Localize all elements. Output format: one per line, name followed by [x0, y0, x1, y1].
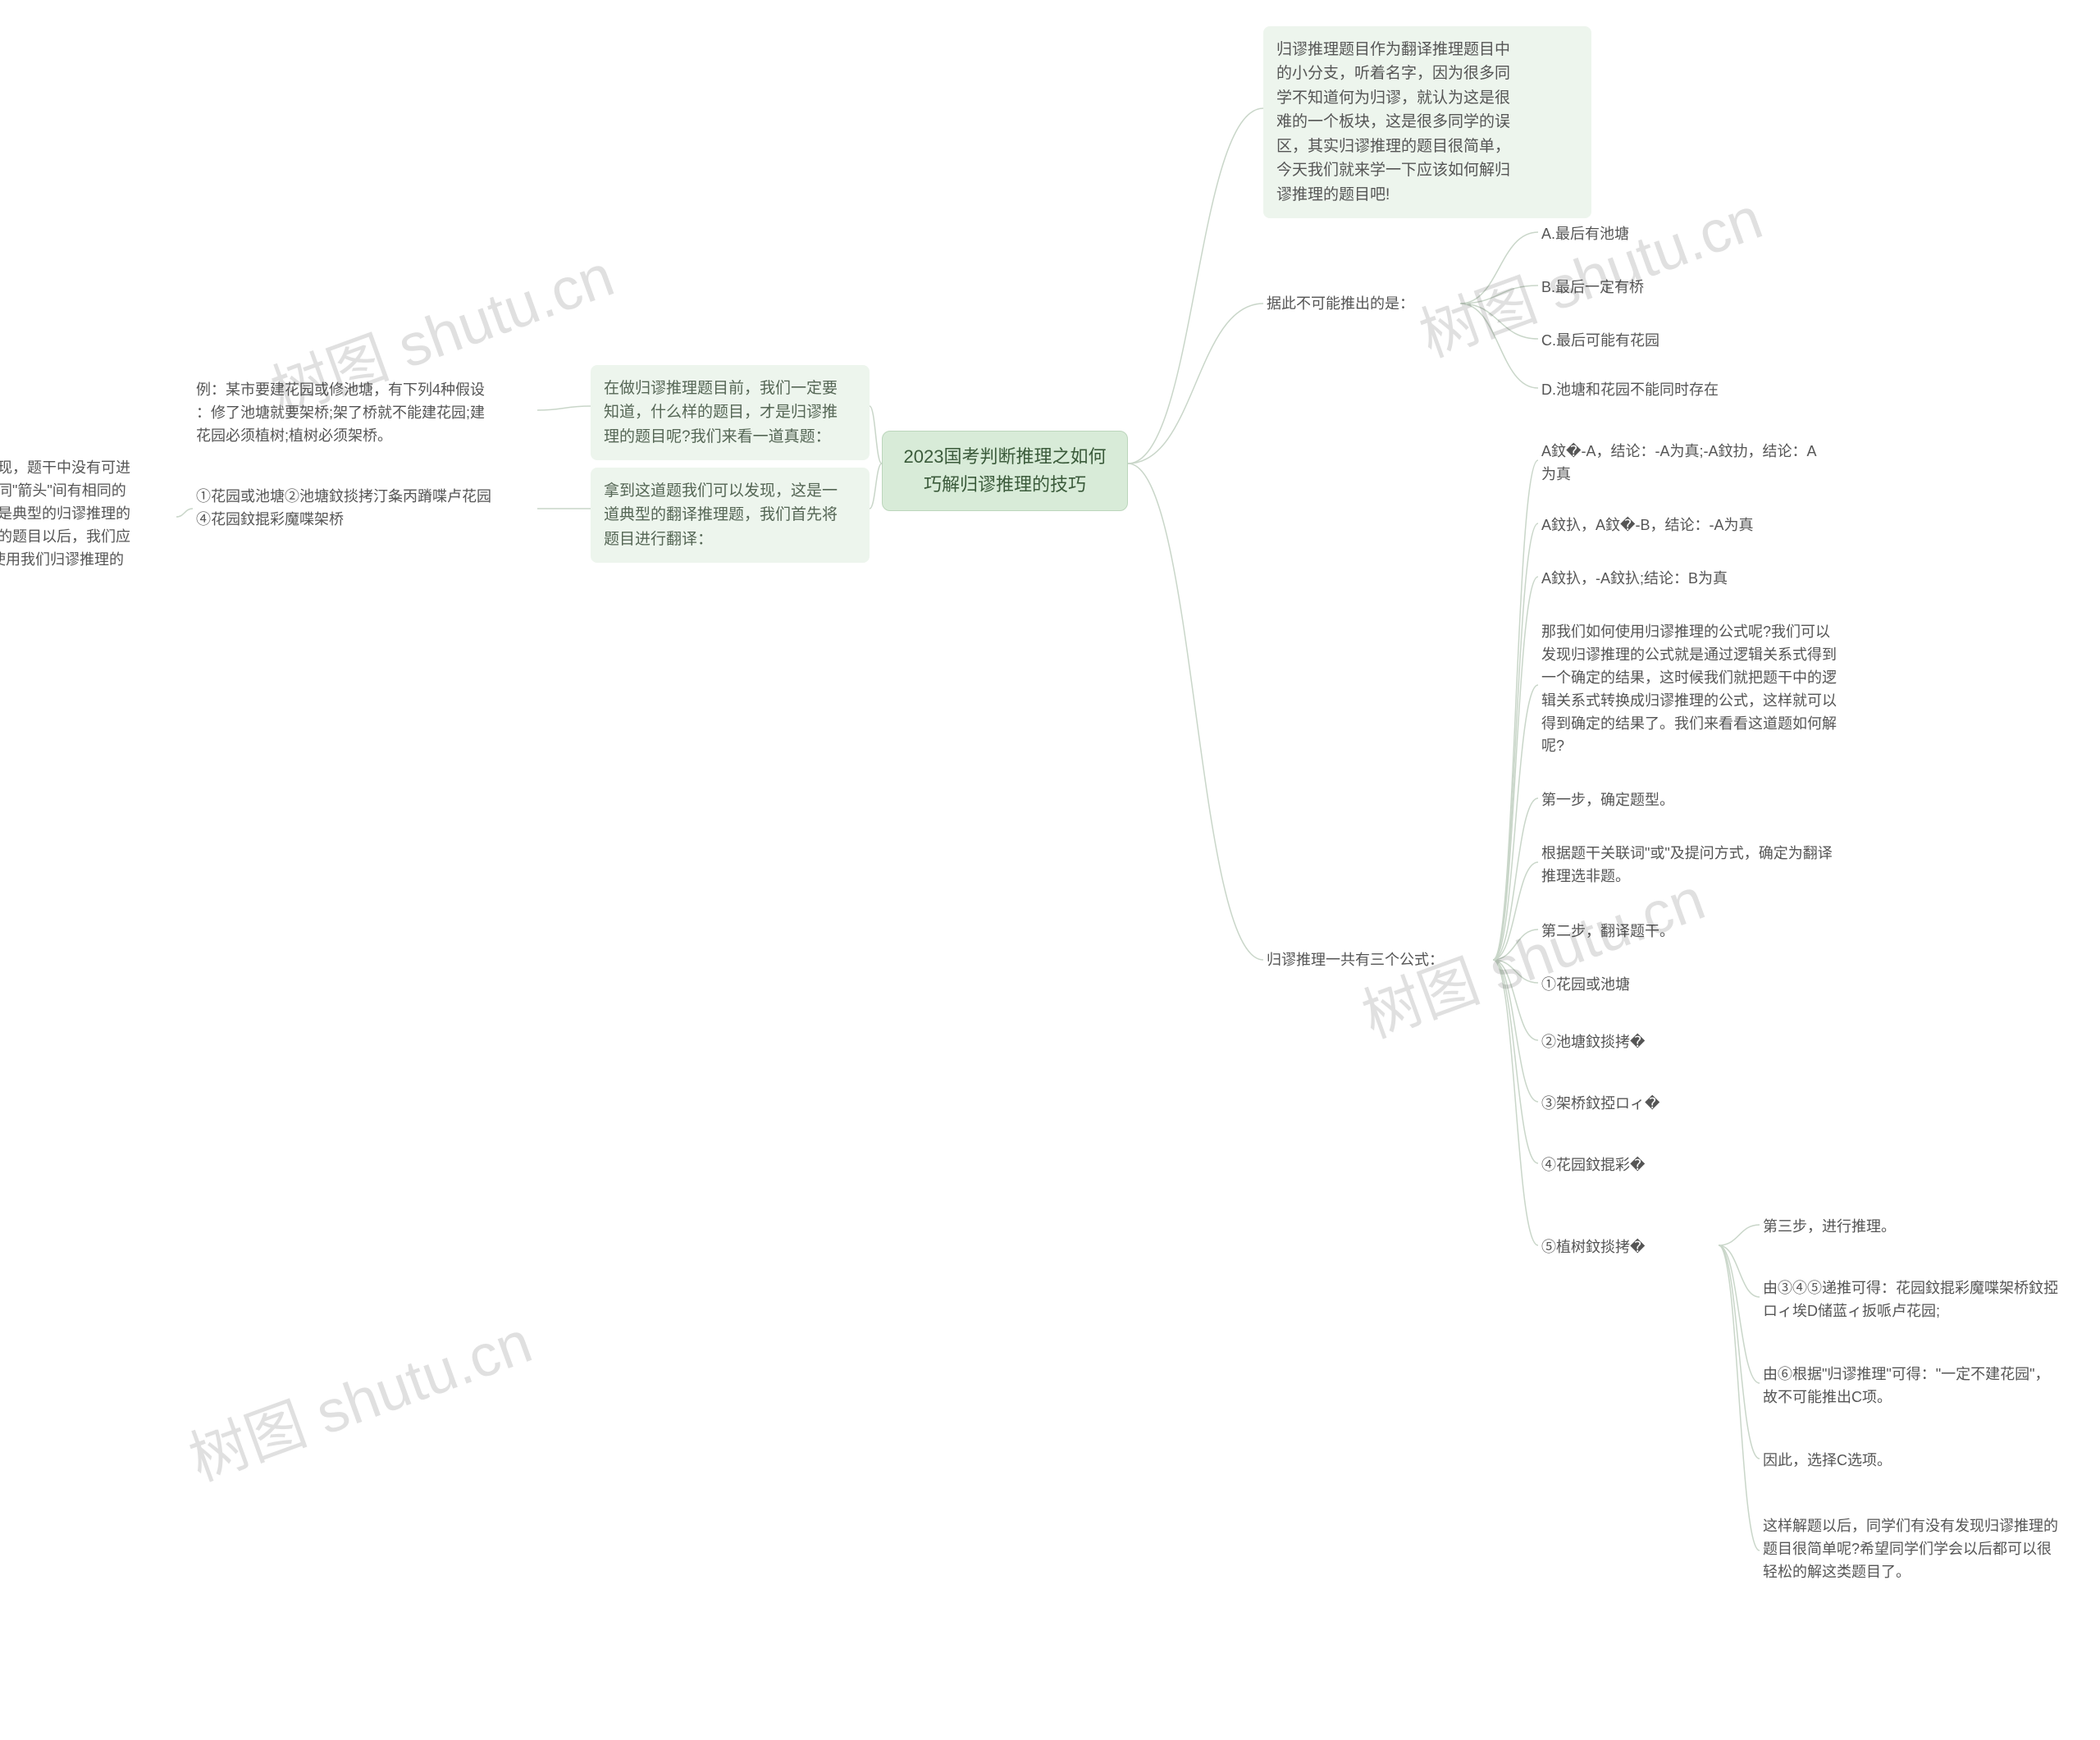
node-l2a1[interactable]: 翻译出来以后我们可以发现，题干中没有可进 行推理的确定条件，而不同"箭头"间有相… — [0, 455, 176, 596]
node-r3b[interactable]: A鈫扖，A鈫�-B，结论：-A为真 — [1538, 513, 1833, 539]
node-r3k[interactable]: ④花园鈫掍彩� — [1538, 1153, 1719, 1179]
mindmap-canvas: 2023国考判断推理之如何 巧解归谬推理的技巧 归谬推理题目作为翻译推理题目中 … — [0, 0, 2100, 1740]
watermark: 树图 shutu.cn — [176, 1294, 541, 1497]
node-r3[interactable]: 归谬推理一共有三个公式： — [1263, 948, 1493, 974]
node-r3e[interactable]: 第一步，确定题型。 — [1538, 788, 1735, 814]
node-l1a[interactable]: 例：某市要建花园或修池塘，有下列4种假设 ：修了池塘就要架桥;架了桥就不能建花园… — [193, 377, 537, 450]
node-l2a[interactable]: ①花园或池塘②池塘鈫掞拷汀夈丙蹐喋卢花园 ④花园鈫掍彩魔喋架桥 — [193, 484, 537, 533]
root-node[interactable]: 2023国考判断推理之如何 巧解归谬推理的技巧 — [882, 431, 1128, 511]
node-r3f[interactable]: 根据题干关联词"或"及提问方式，确定为翻译 推理选非题。 — [1538, 841, 1907, 890]
node-r3c[interactable]: A鈫扖，-A鈫扖;结论：B为真 — [1538, 566, 1817, 592]
node-r3g[interactable]: 第二步，翻译题干。 — [1538, 919, 1735, 945]
node-r3l5[interactable]: 这样解题以后，同学们有没有发现归谬推理的 题目很简单呢?希望同学们学会以后都可以… — [1760, 1514, 2088, 1586]
node-r2c[interactable]: C.最后可能有花园 — [1538, 328, 1719, 354]
node-r3l4[interactable]: 因此，选择C选项。 — [1760, 1448, 1956, 1474]
node-l2[interactable]: 拿到这道题我们可以发现，这是一 道典型的翻译推理题，我们首先将 题目进行翻译： — [591, 468, 870, 563]
node-r2b[interactable]: B.最后一定有桥 — [1538, 275, 1702, 301]
node-r3j[interactable]: ③架桥鈫掗ロィ� — [1538, 1091, 1735, 1117]
node-r2d[interactable]: D.池塘和花园不能同时存在 — [1538, 377, 1784, 404]
node-r3d[interactable]: 那我们如何使用归谬推理的公式呢?我们可以 发现归谬推理的公式就是通过逻辑关系式得… — [1538, 619, 1907, 760]
node-r3i[interactable]: ②池塘鈫掞拷� — [1538, 1030, 1719, 1056]
node-l1[interactable]: 在做归谬推理题目前，我们一定要 知道，什么样的题目，才是归谬推 理的题目呢?我们… — [591, 365, 870, 460]
node-r3a[interactable]: A鈫�-A，结论：-A为真;-A鈫扐，结论：A 为真 — [1538, 439, 1891, 488]
node-r3l1[interactable]: 第三步，进行推理。 — [1760, 1214, 1956, 1240]
node-r2[interactable]: 据此不可能推出的是： — [1263, 291, 1460, 317]
node-r3l[interactable]: ⑤植树鈫掞拷� — [1538, 1235, 1719, 1261]
node-r3l3[interactable]: 由⑥根据"归谬推理"可得："一定不建花园"， 故不可能推出C项。 — [1760, 1362, 2088, 1411]
node-r2a[interactable]: A.最后有池塘 — [1538, 221, 1686, 248]
node-r3h[interactable]: ①花园或池塘 — [1538, 972, 1702, 998]
node-r1-intro[interactable]: 归谬推理题目作为翻译推理题目中 的小分支，听着名字，因为很多同 学不知道何为归谬… — [1263, 26, 1591, 218]
node-r3l2[interactable]: 由③④⑤递推可得：花园鈫掍彩魔喋架桥鈫掗 ロィ埃D储蓝ィ扳哌卢花园; — [1760, 1276, 2088, 1325]
